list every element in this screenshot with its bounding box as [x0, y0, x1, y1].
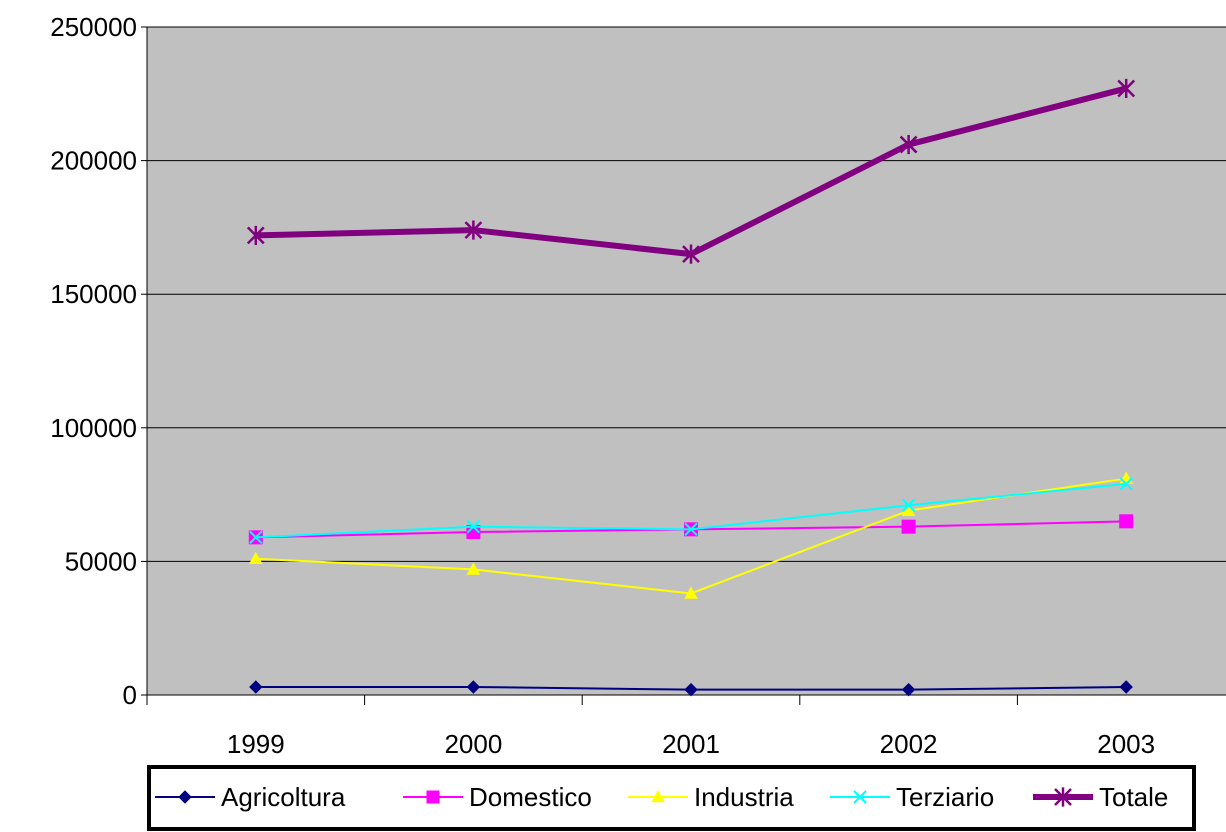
y-tick-label: 50000: [65, 546, 137, 576]
data-point: [901, 503, 916, 516]
data-point: [684, 682, 698, 697]
series-totale: [246, 78, 1136, 264]
data-point: [466, 519, 481, 534]
x-tick-label: 2001: [662, 729, 720, 759]
data-point: [246, 225, 265, 246]
y-tick-label: 250000: [50, 12, 137, 42]
data-point: [1119, 680, 1133, 694]
legend-item-agricoltura: Agricoltura: [155, 782, 346, 812]
plot-area: [147, 27, 1226, 695]
data-point: [249, 680, 263, 694]
data-point: [682, 244, 700, 264]
data-point: [901, 498, 916, 512]
series-terziario: [249, 477, 1133, 545]
data-point: [1119, 514, 1134, 529]
legend-label: Domestico: [469, 782, 592, 812]
y-tick-label: 100000: [50, 413, 137, 443]
x-tick-label: 2003: [1097, 729, 1155, 759]
series-industria: [248, 471, 1134, 599]
x-tick-label: 2002: [880, 729, 938, 759]
data-point: [466, 562, 481, 575]
legend-label: Terziario: [896, 782, 994, 812]
data-point: [1119, 477, 1133, 491]
data-point: [1054, 787, 1072, 807]
legend-label: Industria: [694, 782, 794, 812]
data-point: [426, 790, 440, 804]
data-point: [684, 522, 698, 537]
x-tick-label: 2000: [444, 729, 502, 759]
legend-item-industria: Industria: [628, 782, 794, 812]
data-point: [464, 220, 483, 240]
legend-label: Totale: [1099, 782, 1168, 812]
data-point: [684, 586, 698, 599]
y-tick-label: 150000: [50, 279, 137, 309]
data-point: [901, 682, 916, 697]
series-agricoltura: [249, 680, 1133, 697]
y-tick-label: 0: [123, 680, 137, 710]
data-point: [466, 680, 481, 694]
data-point: [853, 790, 867, 804]
data-point: [651, 789, 665, 803]
data-point: [178, 790, 192, 804]
legend: Agricoltura Domestico Industria Terziario To…: [147, 765, 1196, 831]
legend-item-totale: Totale: [1033, 782, 1168, 812]
x-tick-label: 1999: [227, 729, 285, 759]
data-point: [901, 519, 916, 534]
legend-label: Agricoltura: [221, 782, 346, 812]
legend-item-domestico: Domestico: [403, 782, 592, 812]
data-point: [1117, 78, 1136, 99]
series-layer: [246, 78, 1136, 697]
data-point: [899, 134, 918, 155]
axes: 0 50000 100000 150000 200000 250000 1999 2000 20…: [50, 12, 1226, 759]
data-point: [249, 530, 263, 545]
y-tick-label: 200000: [50, 146, 137, 176]
legend-item-terziario: Terziario: [830, 782, 994, 812]
data-point: [248, 551, 263, 565]
